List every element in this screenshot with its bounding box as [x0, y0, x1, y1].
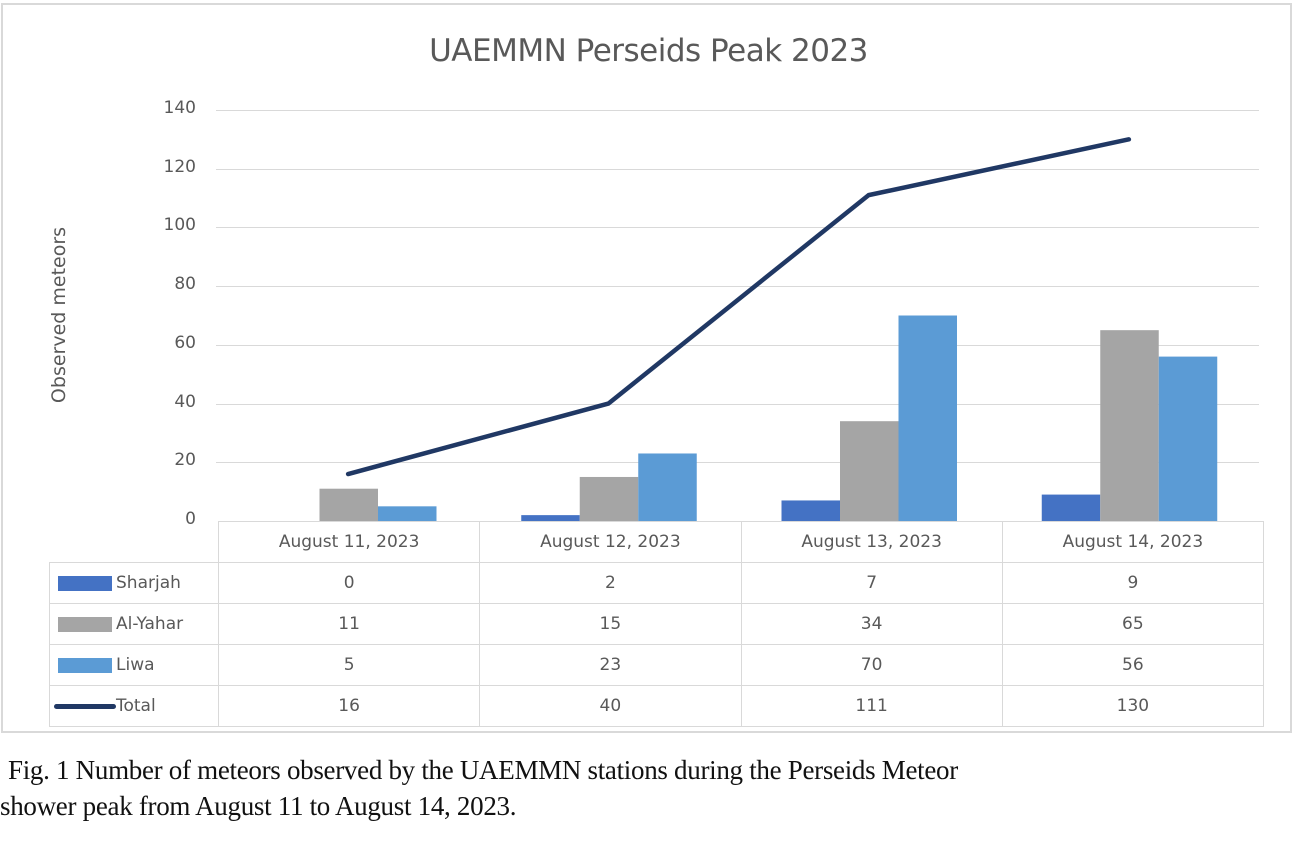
- legend-label: Liwa: [116, 655, 155, 675]
- bar-liwa: [378, 506, 437, 521]
- gridline: [216, 286, 1259, 288]
- legend-swatch-icon: [58, 575, 112, 591]
- table-cell: 34: [740, 603, 1003, 645]
- bar-liwa: [638, 453, 697, 521]
- bar-liwa: [898, 315, 957, 521]
- bar-al-yahar: [840, 421, 899, 521]
- bar-sharjah: [1041, 494, 1101, 521]
- table-cell: 9: [1001, 562, 1265, 604]
- table-cell: 2: [479, 562, 742, 604]
- legend-label: Total: [116, 696, 156, 716]
- legend-swatch-icon: [58, 616, 112, 632]
- y-tick-label: 0: [185, 509, 196, 529]
- y-tick-label: 140: [163, 98, 196, 118]
- table-cell: 65: [1001, 603, 1265, 645]
- table-cell: 23: [479, 644, 742, 686]
- table-row: Liwa 5 23 70 56: [49, 644, 1265, 686]
- bar-al-yahar: [1100, 330, 1159, 521]
- legend-entry: Sharjah: [49, 562, 219, 604]
- table-row: Al-Yahar 11 15 34 65: [49, 603, 1265, 645]
- table-cell: 7: [740, 562, 1003, 604]
- bar-sharjah: [781, 500, 840, 521]
- caption-line-2: shower peak from August 11 to August 14,…: [0, 791, 517, 821]
- y-tick-label: 80: [174, 274, 196, 295]
- bar-al-yahar: [579, 476, 639, 521]
- table-cell: 16: [217, 685, 481, 727]
- legend-line-swatch-icon: [54, 703, 116, 709]
- gridline: [216, 462, 1259, 464]
- table-corner: [49, 521, 219, 563]
- chart-title: UAEMMN Perseids Peak 2023: [429, 33, 868, 69]
- table-cell: 70: [740, 644, 1003, 686]
- y-tick-label: 60: [174, 332, 196, 353]
- table-cell: 15: [479, 603, 742, 645]
- category-header: August 11, 2023: [217, 521, 481, 563]
- figure-caption: Fig. 1 Number of meteors observed by the…: [0, 752, 1298, 824]
- y-tick-label: 100: [163, 215, 196, 236]
- gridline: [216, 168, 1259, 170]
- table-cell: 111: [740, 685, 1003, 727]
- table-cell: 0: [217, 562, 481, 604]
- legend-label: Al-Yahar: [116, 614, 184, 634]
- legend-entry: Total: [49, 685, 219, 727]
- caption-line-1: Fig. 1 Number of meteors observed by the…: [8, 755, 958, 785]
- category-header: August 12, 2023: [479, 521, 742, 563]
- gridline: [216, 344, 1259, 346]
- legend-entry: Al-Yahar: [49, 603, 219, 645]
- table-cell: 40: [479, 685, 742, 727]
- table-row: Total 16 40 111 130: [49, 685, 1265, 727]
- bar-al-yahar: [319, 488, 378, 521]
- gridline: [216, 227, 1259, 229]
- table-cell: 56: [1001, 644, 1265, 686]
- gridline: [216, 110, 1259, 111]
- table-cell: 5: [217, 644, 481, 686]
- table-cell: 130: [1001, 685, 1265, 727]
- bar-liwa: [1158, 356, 1218, 521]
- y-tick-label: 20: [174, 450, 196, 471]
- bar-sharjah: [521, 515, 580, 521]
- table-cell: 11: [217, 603, 481, 645]
- gridline: [216, 403, 1259, 405]
- line-total: [345, 137, 1132, 477]
- legend-swatch-icon: [58, 657, 112, 673]
- y-tick-label: 120: [163, 156, 196, 177]
- y-tick-label: 40: [174, 391, 196, 412]
- legend-label: Sharjah: [116, 573, 181, 593]
- legend-entry: Liwa: [49, 644, 219, 686]
- category-header: August 14, 2023: [1001, 521, 1265, 563]
- table-row: Sharjah 0 2 7 9: [49, 562, 1265, 604]
- data-table: August 11, 2023 August 12, 2023 August 13,…: [49, 521, 1265, 727]
- category-header: August 13, 2023: [740, 521, 1003, 563]
